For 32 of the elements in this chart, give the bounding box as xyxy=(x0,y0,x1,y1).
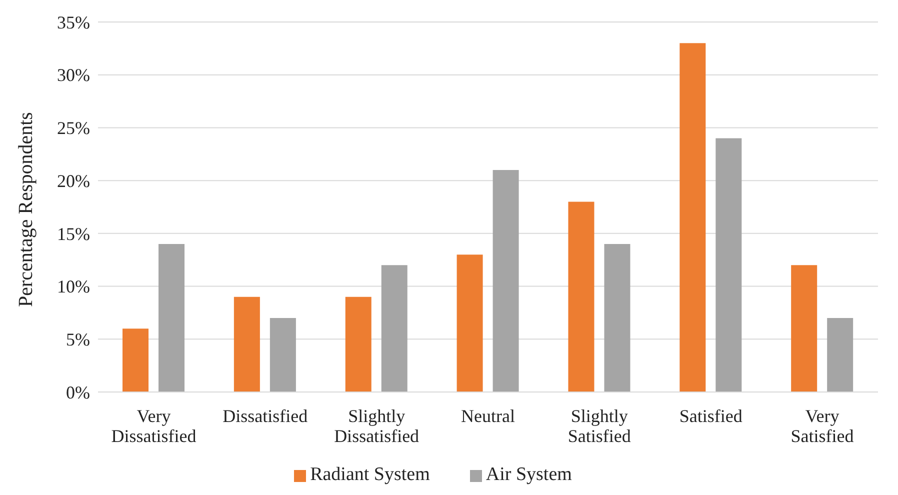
x-tick-label: Slightly Dissatisfied xyxy=(334,406,420,446)
bar xyxy=(680,43,706,392)
bar xyxy=(234,296,260,392)
x-tick-label: Very Satisfied xyxy=(790,406,854,446)
bar xyxy=(270,318,296,392)
bar xyxy=(492,170,519,392)
legend-label: Air System xyxy=(486,464,572,485)
x-tick-label: Satisfied xyxy=(679,406,742,426)
bar xyxy=(158,244,185,392)
y-tick-label: 15% xyxy=(57,224,90,244)
x-tick-label: Neutral xyxy=(461,406,515,426)
x-tick-label: Dissatisfied xyxy=(222,406,308,426)
y-axis-title: Percentage Respondents xyxy=(15,112,38,307)
y-tick-label: 25% xyxy=(57,118,90,138)
y-tick-label: 5% xyxy=(66,330,90,350)
x-tick-label: Very Dissatisfied xyxy=(111,406,196,446)
bar xyxy=(716,138,742,392)
bar xyxy=(122,328,149,392)
x-tick-label: Slightly Satisfied xyxy=(568,406,631,446)
bar xyxy=(381,265,408,392)
bar xyxy=(345,296,372,392)
y-tick-label: 30% xyxy=(57,65,90,86)
bar xyxy=(604,244,630,392)
bar xyxy=(791,265,818,392)
bar xyxy=(456,254,483,392)
bar xyxy=(568,202,594,392)
y-tick-label: 0% xyxy=(66,382,90,402)
legend-label: Radiant System xyxy=(310,464,430,485)
y-tick-label: 20% xyxy=(57,170,90,191)
y-tick-label: 10% xyxy=(57,276,90,297)
bar xyxy=(827,318,854,392)
y-tick-label: 35% xyxy=(57,12,90,32)
